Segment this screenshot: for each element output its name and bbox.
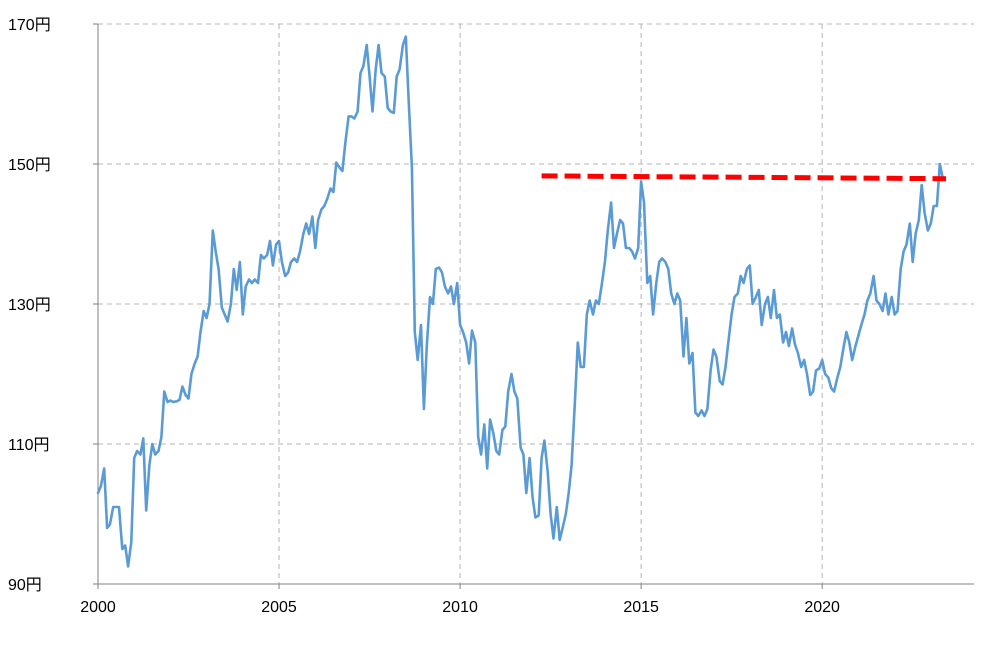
x-tick-label: 2015 — [623, 599, 659, 616]
x-tick-label: 2005 — [261, 599, 297, 616]
x-gridlines — [278, 24, 823, 584]
axis-tick-marks — [93, 23, 823, 589]
x-tick-label: 2000 — [80, 599, 116, 616]
series-layer — [96, 35, 947, 568]
y-tick-label: 110円 — [8, 437, 50, 454]
x-tick-label: 2020 — [804, 599, 840, 616]
y-tick-label: 170円 — [8, 17, 51, 34]
y-tick-label: 130円 — [8, 297, 51, 314]
y-tick-labels: 90円 110円 130円 150円 170円 — [8, 17, 51, 594]
y-tick-label: 90円 — [8, 577, 42, 594]
price-series-line — [96, 35, 945, 568]
reference-dashed-line — [541, 173, 947, 182]
y-tick-label: 150円 — [8, 157, 51, 174]
x-tick-label: 2010 — [442, 599, 478, 616]
x-tick-labels: 2000 2005 2010 2015 2020 — [80, 599, 840, 616]
